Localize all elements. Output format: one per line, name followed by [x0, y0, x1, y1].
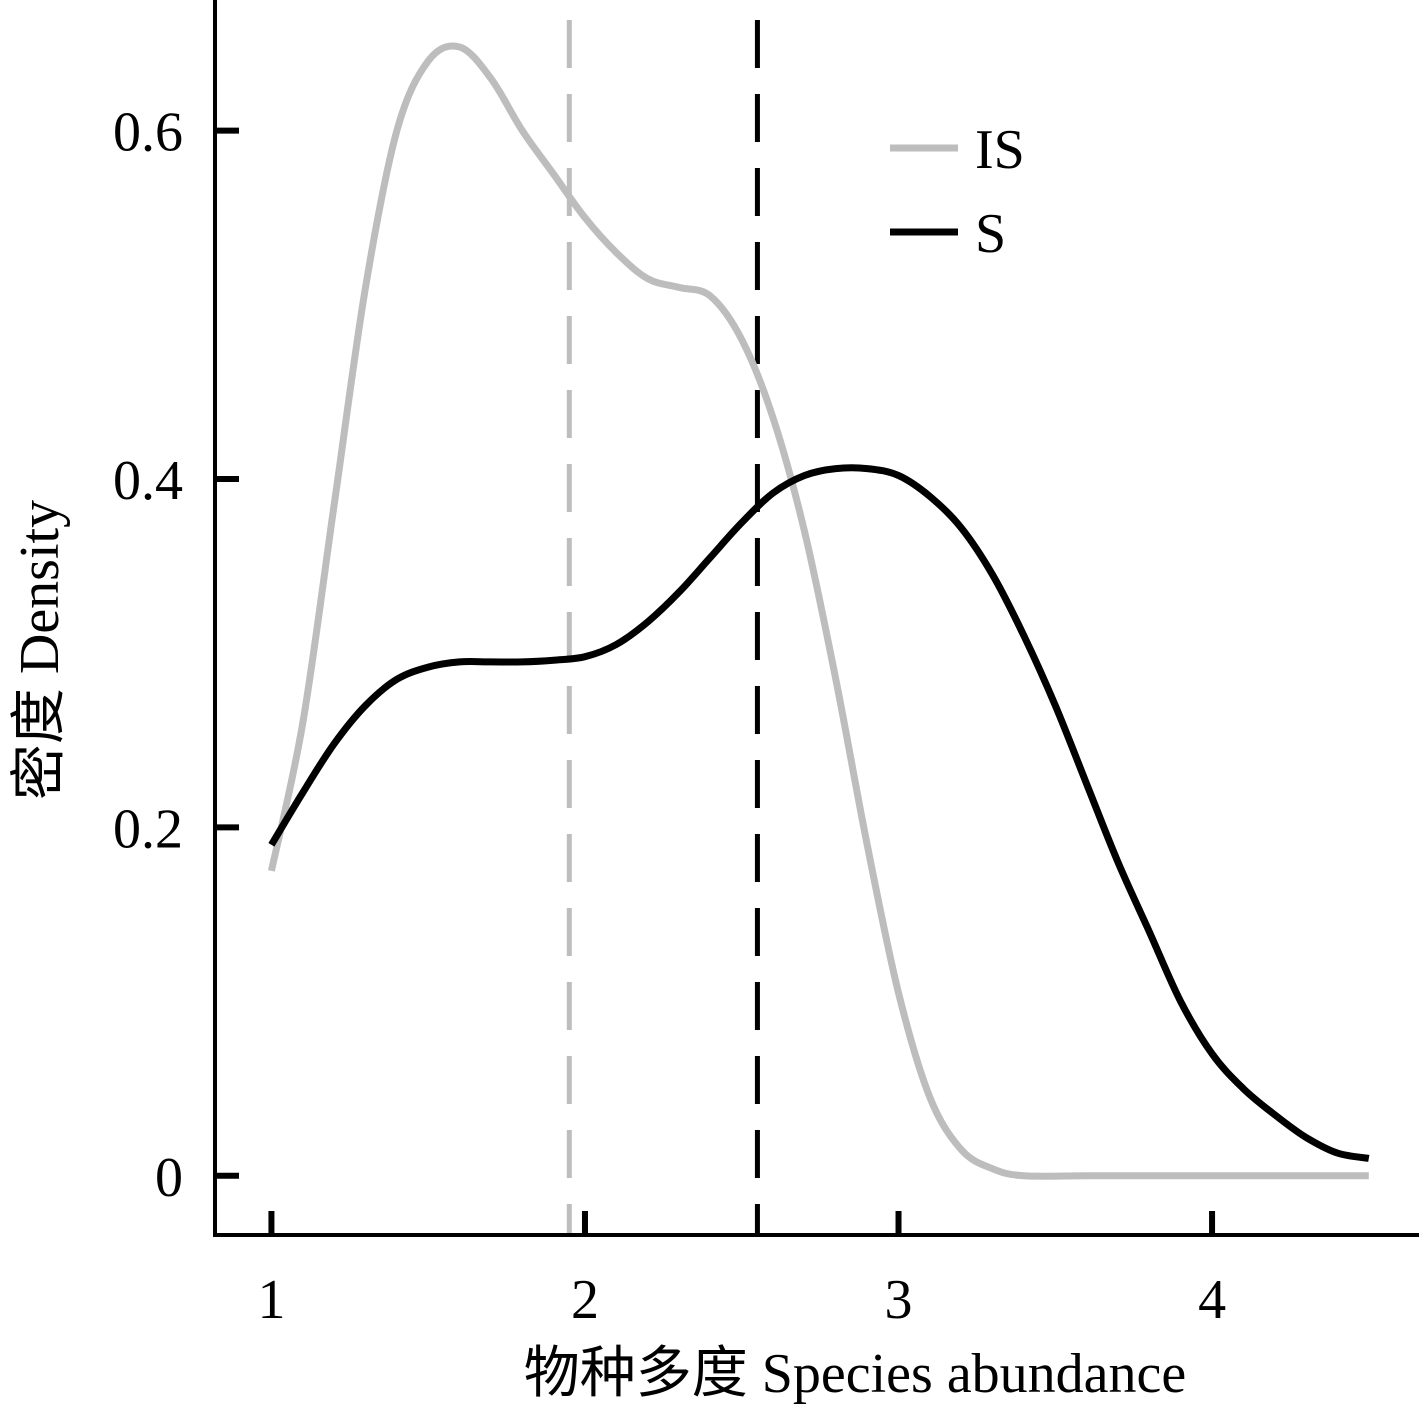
series-line-s: [268, 464, 1370, 1162]
y-tick-label: 0.4: [113, 450, 183, 512]
mean-lines: [566, 20, 760, 1235]
legend-label-is: IS: [975, 119, 1025, 181]
x-tick-label: 4: [1198, 1269, 1226, 1331]
x-axis-title: 物种多度 Species abundance: [524, 1343, 1186, 1405]
density-curves: [267, 42, 1370, 1180]
y-tick-label: 0.2: [113, 798, 183, 860]
y-axis-ticks: 0 0.2 0.4 0.6: [113, 102, 239, 1209]
x-tick-label: 1: [257, 1269, 285, 1331]
series-line-is: [267, 42, 1369, 1180]
y-axis-title: 密度 Density: [9, 500, 71, 800]
y-tick-label: 0: [155, 1147, 183, 1209]
x-tick-label: 3: [885, 1269, 913, 1331]
x-tick-label: 2: [571, 1269, 599, 1331]
x-axis-ticks: 1 2 3 4: [257, 1211, 1226, 1331]
legend: IS S: [890, 119, 1025, 265]
legend-label-s: S: [975, 203, 1006, 265]
y-tick-label: 0.6: [113, 102, 183, 164]
